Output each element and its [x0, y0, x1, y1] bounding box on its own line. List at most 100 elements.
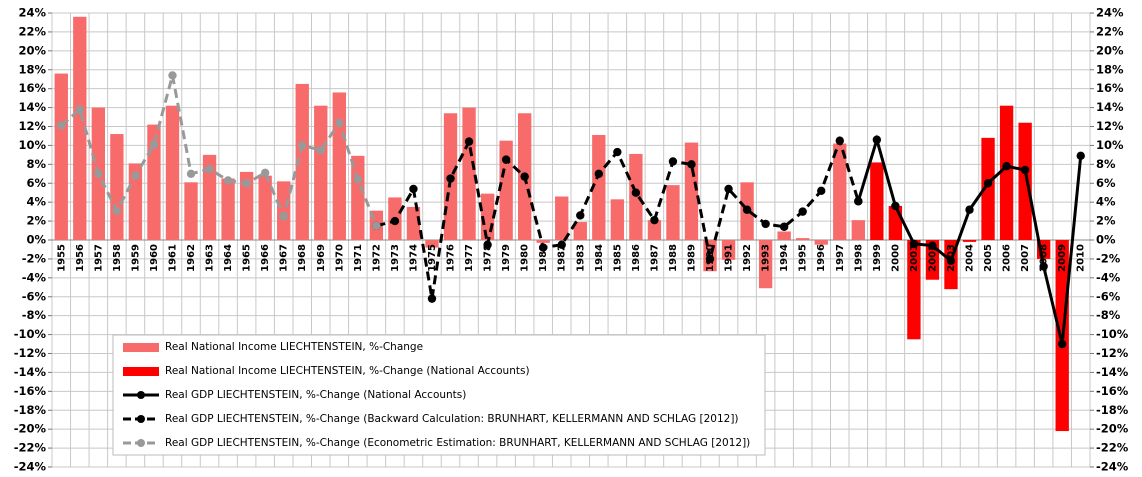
x-tick-label: 1967: [279, 244, 290, 272]
x-tick-label: 2001: [909, 244, 920, 272]
y2-tick-label: 4%: [1096, 195, 1116, 209]
point: [854, 197, 863, 206]
point: [724, 184, 733, 194]
x-tick-label: 1971: [353, 244, 364, 272]
bar: [147, 124, 161, 240]
point: [260, 168, 270, 178]
y-tick-label: -16%: [14, 384, 47, 398]
y2-tick-label: 22%: [1096, 24, 1124, 38]
point: [538, 243, 548, 252]
point: [335, 118, 344, 127]
bar: [110, 134, 124, 240]
y-tick-label: -22%: [14, 441, 47, 455]
bar: [796, 238, 810, 240]
bar: [239, 171, 254, 240]
bar: [499, 140, 513, 240]
y2-tick-label: -2%: [1096, 251, 1121, 265]
x-tick-label: 1966: [260, 244, 271, 272]
x-tick-label: 1975: [427, 244, 438, 272]
point: [761, 219, 770, 229]
y2-tick-label: -12%: [1096, 346, 1129, 360]
x-tick-label: 1961: [167, 244, 178, 272]
x-tick-label: 2000: [890, 244, 901, 272]
y2-tick-label: -20%: [1096, 422, 1129, 436]
legend-label: Real GDP LIECHTENSTEIN, %-Change (Econom…: [165, 437, 750, 449]
bar: [54, 73, 68, 241]
x-tick-label: 1960: [149, 244, 160, 272]
x-tick-label: 1998: [853, 244, 864, 272]
x-tick-label: 1985: [612, 244, 623, 272]
legend-label: Real GDP LIECHTENSTEIN, %-Change (Nation…: [165, 389, 466, 401]
bar: [277, 181, 291, 240]
x-tick-label: 1999: [872, 244, 883, 272]
point: [353, 175, 363, 184]
x-tick-label: 1984: [594, 244, 605, 272]
y2-tick-label: 10%: [1096, 138, 1124, 152]
bar: [165, 105, 180, 240]
point: [427, 294, 437, 303]
legend-marker: [137, 439, 145, 447]
x-tick-label: 1957: [93, 244, 104, 272]
bar: [666, 185, 680, 240]
bar: [851, 220, 865, 240]
point: [872, 135, 882, 144]
point: [75, 105, 85, 114]
point: [1039, 262, 1048, 271]
point: [687, 160, 696, 169]
x-tick-label: 1981: [538, 244, 549, 272]
y2-tick-label: -8%: [1096, 308, 1121, 322]
point: [298, 141, 307, 150]
bar: [888, 205, 903, 240]
point: [594, 169, 604, 178]
bar: [332, 92, 346, 240]
point: [316, 145, 325, 155]
point: [668, 157, 678, 166]
legend-label: Real GDP LIECHTENSTEIN, %-Change (Backwa…: [165, 413, 739, 425]
x-tick-label: 1982: [557, 244, 568, 272]
bar: [962, 240, 977, 242]
bar: [221, 178, 235, 240]
x-tick-label: 1983: [575, 244, 586, 272]
x-tick-label: 1958: [112, 244, 123, 272]
point: [557, 240, 566, 249]
y-tick-label: 10%: [18, 138, 46, 152]
y-tick-label: -10%: [14, 327, 47, 341]
y2-tick-label: -18%: [1096, 403, 1129, 417]
point: [1002, 162, 1011, 171]
y-tick-label: 20%: [18, 43, 46, 57]
bar: [981, 137, 995, 240]
y-tick-label: 8%: [26, 157, 46, 171]
x-tick-label: 1988: [668, 244, 679, 272]
y-tick-label: 0%: [26, 233, 46, 247]
bar: [351, 155, 365, 240]
y-tick-label: 22%: [18, 24, 46, 38]
y2-tick-label: 0%: [1096, 233, 1116, 247]
bar: [684, 142, 699, 240]
y2-tick-label: 8%: [1096, 157, 1116, 171]
y-tick-label: 6%: [26, 176, 46, 190]
bar: [555, 196, 569, 240]
y2-tick-label: 18%: [1096, 62, 1124, 76]
point: [1020, 165, 1030, 175]
y2-tick-label: 14%: [1096, 100, 1124, 114]
y2-tick-label: -16%: [1096, 384, 1129, 398]
x-tick-label: 1973: [390, 244, 401, 272]
point: [186, 169, 196, 178]
point: [390, 216, 400, 226]
point: [705, 254, 715, 264]
y2-tick-label: 2%: [1096, 214, 1116, 228]
point: [631, 188, 641, 197]
x-tick-label: 1991: [724, 244, 735, 272]
point: [501, 155, 511, 164]
y2-tick-label: 20%: [1096, 43, 1124, 57]
y2-tick-label: -6%: [1096, 289, 1121, 303]
y2-tick-label: 12%: [1096, 119, 1124, 133]
bar: [258, 175, 272, 240]
y-tick-label: -14%: [14, 365, 47, 379]
bar: [128, 163, 143, 240]
bar: [721, 240, 736, 260]
x-tick-label: 1959: [130, 244, 141, 272]
x-tick-label: 1964: [223, 244, 234, 272]
bar: [647, 220, 662, 240]
